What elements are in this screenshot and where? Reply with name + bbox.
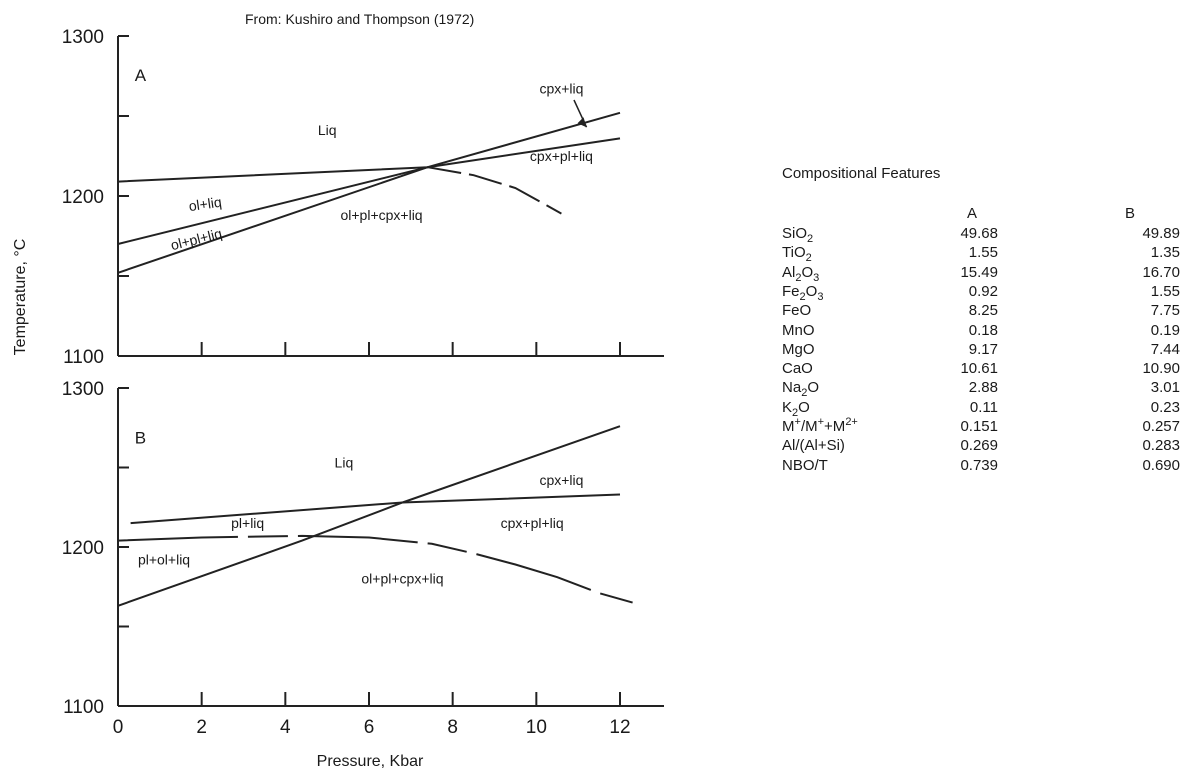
value-a: 1.55	[968, 244, 998, 262]
value-b: 0.23	[1150, 398, 1180, 416]
value-a: 2.88	[968, 379, 998, 397]
phase-field-label: pl+ol+liq	[138, 551, 190, 567]
table-row: MnO 0.18 0.19	[782, 322, 1182, 342]
value-a: 0.18	[968, 321, 998, 339]
panel-label: A	[135, 66, 147, 85]
value-b: 10.90	[1142, 360, 1180, 378]
table-row: TiO2 1.55 1.35	[782, 244, 1182, 264]
value-a: 10.61	[960, 360, 998, 378]
value-a: 8.25	[968, 302, 998, 320]
x-axis-label: Pressure, Kbar	[317, 753, 424, 770]
arrow-head	[577, 117, 587, 128]
value-b: 7.44	[1150, 340, 1180, 358]
value-b: 16.70	[1142, 263, 1180, 281]
value-b: 1.35	[1150, 244, 1180, 262]
x-tick-label: 12	[609, 717, 630, 738]
y-axis-label: Temperature, °C	[12, 239, 29, 356]
oxide-label: SiO2	[782, 225, 814, 245]
table-row: Al/(Al+Si) 0.269 0.283	[782, 437, 1182, 457]
phase-field-label: Liq	[318, 122, 337, 138]
x-tick-label: 6	[364, 717, 375, 738]
value-b: 7.75	[1150, 302, 1180, 320]
x-tick-label: 8	[447, 717, 458, 738]
oxide-label: TiO2	[782, 244, 812, 265]
phase-field-label: cpx+liq	[539, 81, 583, 97]
table-row: Fe2O3 0.92 1.55	[782, 283, 1182, 303]
value-b: 0.19	[1150, 321, 1180, 339]
panel-a: 110012001300ALiqol+liqol+pl+liqol+pl+cpx…	[62, 27, 664, 368]
oxide-label: FeO	[782, 302, 812, 320]
phase-field-label: cpx+pl+liq	[501, 515, 564, 531]
value-a: 15.49	[960, 263, 998, 281]
phase-boundary	[117, 534, 633, 604]
value-b: 3.01	[1150, 379, 1180, 397]
value-a: 0.92	[968, 282, 998, 300]
value-b: 1.55	[1150, 282, 1180, 300]
table-row: FeO 8.25 7.75	[782, 302, 1182, 322]
panel-label: B	[135, 429, 146, 448]
oxide-label: Al2O3	[782, 263, 820, 284]
phase-field-label: pl+liq	[231, 515, 264, 531]
phase-diagram-figure: From: Kushiro and Thompson (1972) Temper…	[12, 11, 664, 770]
phase-boundary	[427, 166, 562, 215]
oxide-label: CaO	[782, 360, 813, 378]
y-tick-label: 1100	[63, 697, 104, 718]
oxide-label: NBO/T	[782, 456, 828, 474]
column-header-b: B	[1125, 205, 1136, 222]
value-b: 49.89	[1142, 225, 1180, 242]
oxide-label: MnO	[782, 321, 815, 339]
value-a: 0.269	[960, 437, 998, 455]
phase-field-label: ol+liq	[188, 194, 223, 214]
phase-field-label: ol+pl+cpx+liq	[340, 207, 422, 223]
x-tick-label: 0	[113, 717, 124, 738]
phase-field-label: Liq	[335, 455, 354, 471]
phase-field-label: cpx+pl+liq	[530, 148, 593, 164]
value-a: 0.739	[960, 456, 998, 474]
table-row: K2O 0.11 0.23	[782, 399, 1182, 419]
value-b: 0.690	[1142, 456, 1180, 474]
value-b: 0.257	[1142, 418, 1180, 435]
phase-boundary	[117, 425, 621, 607]
y-tick-label: 1200	[62, 538, 104, 559]
x-tick-label: 10	[526, 717, 547, 738]
x-tick-label: 4	[280, 717, 291, 738]
value-a: 49.68	[960, 225, 998, 242]
value-a: 0.11	[969, 398, 998, 416]
table-row: Na2O 2.88 3.01	[782, 379, 1182, 399]
table-row: Al2O3 15.49 16.70	[782, 264, 1182, 284]
y-tick-label: 1200	[62, 187, 104, 208]
y-tick-label: 1100	[63, 347, 104, 368]
column-header-a: A	[967, 205, 978, 222]
oxide-label: Fe2O3	[782, 282, 824, 303]
table-row: NBO/T 0.739 0.690	[782, 457, 1182, 477]
oxide-label: M+/M++M2+	[782, 416, 858, 436]
y-tick-label: 1300	[62, 27, 104, 48]
table-title: Compositional Features	[782, 165, 941, 182]
table-row: M+/M++M2+ 0.151 0.257	[782, 416, 1182, 438]
x-tick-label: 2	[196, 717, 207, 738]
oxide-label: Al/(Al+Si)	[782, 437, 845, 455]
oxide-label: MgO	[782, 340, 815, 358]
oxide-label: Na2O	[782, 379, 819, 400]
oxide-label: K2O	[782, 398, 810, 419]
value-a: 0.151	[960, 418, 998, 435]
table-row: CaO 10.61 10.90	[782, 360, 1182, 380]
figure-source-caption: From: Kushiro and Thompson (1972)	[245, 11, 474, 27]
phase-boundary	[117, 166, 428, 245]
table-row: MgO 9.17 7.44	[782, 341, 1182, 361]
value-b: 0.283	[1142, 437, 1180, 455]
panel-b: 1100 1200 1300 0 2 4 6 8 10 12 B Liq cpx+liq pl+liq cp…	[62, 379, 664, 738]
phase-field-label: cpx+liq	[539, 472, 583, 488]
y-tick-label: 1300	[62, 379, 104, 400]
table-row: SiO2 49.68 49.89	[782, 225, 1182, 245]
phase-field-label: ol+pl+cpx+liq	[361, 571, 443, 587]
value-a: 9.17	[968, 340, 998, 358]
phase-boundary	[117, 111, 621, 274]
